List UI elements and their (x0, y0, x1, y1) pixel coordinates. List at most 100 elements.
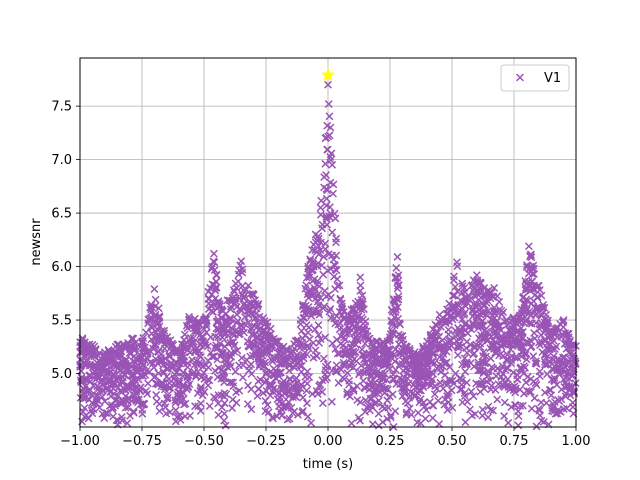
data-point (514, 421, 523, 430)
data-point (391, 407, 400, 416)
data-point (270, 355, 279, 364)
data-point (377, 369, 386, 378)
data-point (522, 337, 531, 346)
data-point (243, 400, 252, 408)
data-point (511, 401, 520, 410)
data-point (332, 266, 341, 275)
data-point (185, 312, 194, 321)
data-point (486, 406, 495, 415)
data-point (229, 286, 238, 295)
data-point (566, 391, 575, 400)
data-point (331, 214, 340, 223)
data-point (402, 346, 411, 355)
data-point (262, 370, 270, 378)
data-point (492, 372, 501, 381)
x-tick-label: 1.00 (562, 434, 591, 449)
data-point (413, 356, 422, 365)
data-point (111, 380, 120, 389)
data-point (526, 311, 535, 319)
data-point (117, 352, 126, 361)
data-point (445, 317, 454, 326)
data-point (150, 285, 159, 293)
data-point (526, 375, 535, 384)
data-point (401, 397, 410, 406)
data-point (238, 291, 246, 300)
data-point (526, 252, 534, 261)
data-point (421, 352, 430, 361)
data-point (175, 348, 184, 357)
data-point (265, 381, 274, 390)
data-point (316, 380, 325, 389)
data-point (186, 348, 195, 357)
data-point (106, 377, 115, 386)
data-point (380, 357, 389, 366)
data-point (215, 328, 224, 337)
data-point (85, 372, 94, 381)
data-point (143, 347, 152, 356)
data-point (404, 352, 413, 361)
data-point (196, 399, 205, 408)
data-point (374, 409, 383, 418)
data-point (546, 386, 555, 394)
data-point (374, 396, 383, 405)
data-point (433, 328, 442, 337)
data-point (304, 323, 313, 332)
data-point (98, 386, 107, 395)
data-point (142, 386, 151, 395)
data-point (314, 321, 323, 330)
data-point (171, 417, 180, 426)
data-point (157, 356, 166, 365)
data-point (506, 340, 515, 349)
data-point (254, 300, 263, 308)
data-point (302, 386, 311, 395)
data-point (516, 328, 525, 337)
data-point (336, 294, 345, 303)
data-point (500, 412, 509, 420)
data-point (315, 310, 324, 319)
data-point (325, 112, 334, 121)
data-point (472, 299, 481, 308)
data-point (458, 360, 467, 369)
data-point (144, 379, 152, 388)
data-point (359, 376, 368, 385)
data-point (235, 386, 244, 395)
data-point (244, 311, 253, 320)
data-point (386, 413, 395, 422)
x-axis-ticks: −1.00 −0.75 −0.50 −0.25 0.00 0.25 0.50 0.75 1.00 (60, 427, 590, 449)
data-point (330, 260, 338, 269)
data-point (385, 392, 394, 401)
data-point (267, 355, 276, 364)
data-point (202, 322, 211, 331)
data-point (454, 351, 462, 360)
data-point (513, 375, 522, 384)
data-point (195, 359, 203, 368)
data-point (567, 348, 576, 357)
data-point (80, 404, 89, 412)
data-point (173, 348, 181, 357)
data-point (396, 320, 405, 329)
data-point (229, 378, 238, 387)
legend-marker-x-icon (516, 73, 524, 82)
data-point (479, 369, 488, 378)
data-point (489, 321, 498, 330)
data-point (194, 367, 202, 376)
data-point (446, 313, 455, 321)
data-point (316, 335, 325, 343)
data-point (227, 378, 236, 387)
data-point (186, 334, 195, 342)
data-point (527, 319, 536, 328)
data-point (562, 389, 570, 398)
data-point (316, 203, 325, 212)
data-point (176, 415, 185, 424)
data-point (99, 357, 108, 366)
data-point (120, 341, 129, 350)
data-point (237, 353, 246, 362)
data-point (81, 353, 90, 362)
data-point (367, 394, 376, 403)
y-axis-ticks: 5.0 5.5 6.0 6.5 7.0 7.5 (51, 100, 80, 382)
data-point (332, 234, 341, 243)
data-point (319, 354, 328, 363)
data-point (324, 250, 333, 259)
data-point (154, 304, 163, 313)
data-point (431, 382, 439, 390)
